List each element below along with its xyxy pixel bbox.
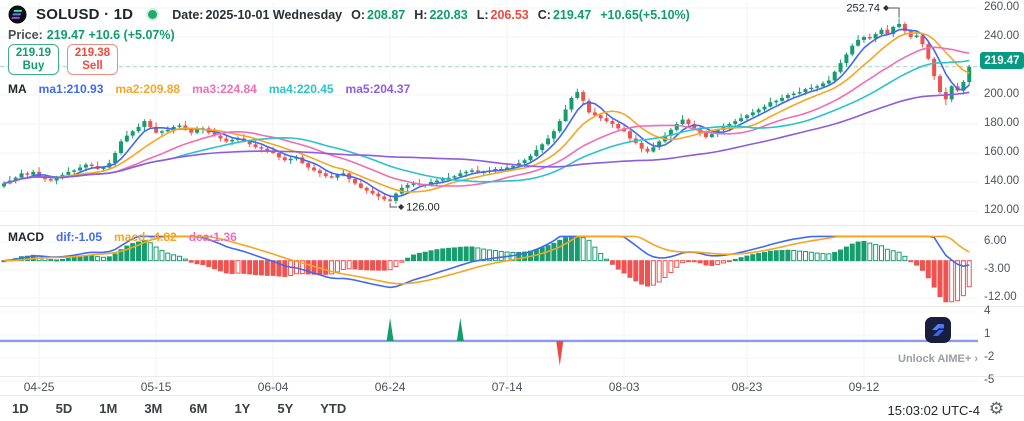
macd-value: dea:1.36 [188,230,237,244]
macd-label: MACD [8,230,44,244]
aime-icon [925,317,951,343]
solana-logo-icon [8,5,27,24]
signal-axis-label: 1 [984,328,991,340]
range-button-6m[interactable]: 6M [189,401,208,416]
high-field: H: 220.83 [414,7,468,22]
macd-lines [3,235,970,289]
ma1-value: ma1:210.93 [38,82,104,96]
grid-lines [0,2,1024,396]
ma-legend: MA ma1:210.93 ma2:209.88 ma3:224.84 ma4:220… [8,82,410,96]
sell-button[interactable]: 219.38 Sell [67,44,118,75]
time-axis-label: 09-12 [848,380,880,394]
range-button-5d[interactable]: 5D [55,401,73,416]
price-label: Price: [8,28,43,42]
buy-label: Buy [22,59,45,72]
macd-axis-label: -3.00 [984,262,1011,275]
price-annotations: 252.74 126.00 [389,3,900,214]
sell-price: 219.38 [74,46,111,59]
signal-pane [0,317,978,366]
ma2-value: ma2:209.88 [115,82,181,96]
macd-axis-label: 6.00 [984,235,1007,247]
range-button-3m[interactable]: 3M [144,401,163,416]
price-line: Price: 219.47 +10.6 (+5.07%) [8,28,175,42]
buy-price: 219.19 [15,46,52,59]
macd-legend: MACD dif:-1.05 macd:-4.82 dea:1.36 [8,230,237,244]
range-button-1y[interactable]: 1Y [234,401,251,416]
clock-text: 15:03:02 UTC-4 [887,403,981,418]
price-value: 219.47 +10.6 (+5.07%) [46,28,175,42]
current-price-tag: 219.47 [980,52,1024,69]
symbol-timeframe: SOLUSD · 1D [36,6,134,23]
price-axis-label: 120.00 [984,204,1020,216]
live-status-icon [148,10,158,19]
buy-signal-arrow-icon [386,317,394,341]
range-button-1d[interactable]: 1D [12,401,29,416]
signal-axis-label: -2 [984,351,995,363]
sell-signal-arrow-icon [556,340,564,366]
close-field: C: 219.47 [537,7,592,22]
ma4-value: ma4:220.45 [268,82,334,96]
range-button-ytd[interactable]: YTD [320,401,347,416]
price-axis-label: 160.00 [984,146,1020,158]
unlock-aime-label: Unlock AIME+ › [898,353,978,365]
price-axis-label: 200.00 [984,88,1020,100]
unlock-aime-button[interactable]: Unlock AIME+ › [886,316,990,365]
range-button-1m[interactable]: 1M [99,401,118,416]
chart-header: SOLUSD · 1D Date: 2025-10-01 Wednesday O:… [8,5,690,24]
time-axis-label: 08-23 [731,380,763,394]
date-field: Date: 2025-10-01 Wednesday [172,7,343,22]
quote-buttons: 219.19 Buy 219.38 Sell [8,44,118,75]
macd-axis-label: -12.00 [984,290,1017,303]
range-toolbar: 1D 5D 1M 3M 6M 1Y 5Y YTD [12,401,346,416]
time-axis-label: 08-03 [608,380,640,394]
svg-text:126.00: 126.00 [406,202,440,214]
svg-text:252.74: 252.74 [846,3,880,15]
signal-axis-label: -5 [984,374,995,386]
price-axis-label: 180.00 [984,117,1020,129]
buy-button[interactable]: 219.19 Buy [8,44,59,75]
settings-gear-icon[interactable]: ⚙ [988,399,1004,418]
macd-histogram [1,237,972,303]
change-field: +10.65(+5.10%) [600,7,690,22]
candlesticks [2,18,972,204]
ma5-value: ma5:204.37 [345,82,411,96]
time-axis-label: 06-04 [257,380,289,394]
range-button-5y[interactable]: 5Y [277,401,294,416]
buy-signal-arrow-icon [456,317,464,341]
open-field: O: 208.87 [351,7,406,22]
price-axis-label: 260.00 [984,1,1020,13]
ma3-value: ma3:224.84 [192,82,257,96]
time-axis-label: 04-25 [23,380,55,394]
time-axis-label: 07-14 [491,380,523,394]
ma-label: MA [8,82,27,96]
sell-label: Sell [82,59,103,72]
price-axis-label: 240.00 [984,30,1020,42]
macd-value: dif:-1.05 [56,230,103,244]
price-axis-label: 140.00 [984,175,1020,187]
macd-value: macd:-4.82 [114,230,177,244]
signal-axis-label: 4 [984,305,991,317]
low-field: L: 206.53 [476,7,529,22]
ma-lines [3,28,970,198]
time-axis-label: 05-15 [140,380,172,394]
time-axis-label: 06-24 [374,380,406,394]
